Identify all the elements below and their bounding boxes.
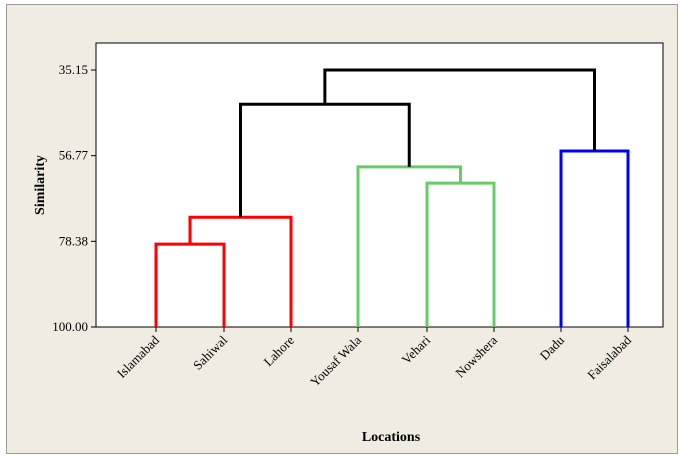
x-tick-label: Islamabad	[114, 332, 163, 381]
y-axis: 35.15 56.77 78.38 100.00	[52, 62, 96, 334]
x-tick-label: Lahore	[260, 332, 297, 369]
x-tick-label: Sahiwal	[190, 332, 230, 372]
x-axis: Islamabad Sahiwal Lahore Yousaf Wala Vehari N…	[114, 327, 634, 390]
plot-area	[95, 42, 664, 328]
x-tick-label: Yousaf Wala	[307, 332, 364, 389]
y-tick-label: 56.77	[59, 148, 89, 163]
x-tick-label: Vehari	[399, 332, 434, 367]
y-tick-label: 100.00	[52, 319, 88, 334]
x-tick-label: Faisalabad	[584, 332, 634, 382]
y-tick-label: 78.38	[59, 233, 88, 248]
dendrogram-link	[323, 68, 596, 152]
x-tick-label: Nowshera	[452, 332, 500, 380]
x-axis-title: Locations	[362, 430, 421, 445]
links-layer	[154, 68, 630, 327]
y-tick-label: 35.15	[59, 62, 88, 77]
x-tick-label: Dadu	[537, 332, 568, 363]
y-axis-title: Similarity	[33, 155, 48, 215]
